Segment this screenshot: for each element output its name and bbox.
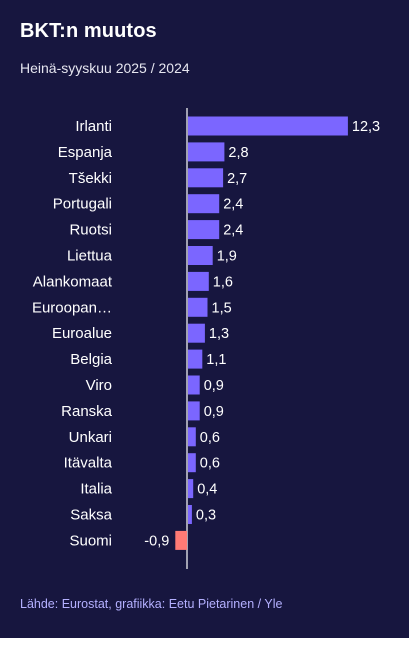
value-label: 1,3 xyxy=(209,326,229,342)
category-label: Ranska xyxy=(61,403,113,420)
category-label: Itävalta xyxy=(64,455,113,472)
value-label: 0,4 xyxy=(197,482,217,498)
category-label: Ruotsi xyxy=(69,222,112,239)
category-label: Saksa xyxy=(70,507,112,524)
bar xyxy=(188,194,220,214)
bar xyxy=(188,271,209,291)
value-label: 1,9 xyxy=(217,249,237,265)
value-label: 0,6 xyxy=(200,430,220,446)
value-label: 2,8 xyxy=(228,145,248,161)
bar xyxy=(188,479,194,499)
bar xyxy=(188,246,213,265)
value-label: 0,9 xyxy=(204,404,224,420)
bar xyxy=(188,297,208,317)
bar xyxy=(188,323,205,343)
bar xyxy=(188,168,224,188)
category-label: Liettua xyxy=(67,248,113,265)
bar xyxy=(188,453,196,473)
category-label: Irlanti xyxy=(75,118,112,135)
value-label: 0,9 xyxy=(204,378,224,394)
value-label: 2,7 xyxy=(227,171,247,187)
source-note: Lähde: Eurostat, grafiikka: Eetu Pietari… xyxy=(20,597,283,611)
value-label: 1,6 xyxy=(213,274,233,290)
category-label: Belgia xyxy=(70,351,112,368)
bar xyxy=(175,530,187,550)
category-label: Italia xyxy=(80,481,112,498)
category-label: Portugali xyxy=(53,196,112,213)
category-label: Espanja xyxy=(58,144,113,161)
bar xyxy=(188,116,348,136)
value-label: 1,1 xyxy=(206,352,226,368)
bar xyxy=(188,142,225,162)
bar xyxy=(188,220,220,240)
value-label: 1,5 xyxy=(212,300,232,316)
value-label: 0,6 xyxy=(200,456,220,472)
value-label: 0,3 xyxy=(196,508,216,524)
category-label: Tšekki xyxy=(69,170,112,187)
value-label: 12,3 xyxy=(352,119,380,135)
bar xyxy=(188,401,200,421)
bottom-margin xyxy=(0,638,409,650)
category-label: Alankomaat xyxy=(33,273,113,290)
value-label: 2,4 xyxy=(223,223,243,239)
category-label: Suomi xyxy=(69,532,112,549)
value-label: 2,4 xyxy=(223,197,243,213)
bar xyxy=(188,375,200,395)
chart-title: BKT:n muutos xyxy=(20,20,157,42)
category-label: Euroopan… xyxy=(32,299,112,316)
chart-subtitle: Heinä-syyskuu 2025 / 2024 xyxy=(20,60,190,76)
category-label: Euroalue xyxy=(52,325,112,342)
bar-chart: Irlanti 12,3 Espanja 2,8 Tšekki 2,7 Portugali 2… xyxy=(32,108,380,569)
bar xyxy=(188,427,196,447)
bar xyxy=(188,505,192,524)
bar xyxy=(188,349,203,369)
category-label: Unkari xyxy=(69,429,112,446)
value-label: -0,9 xyxy=(144,533,169,549)
category-label: Viro xyxy=(86,377,112,394)
